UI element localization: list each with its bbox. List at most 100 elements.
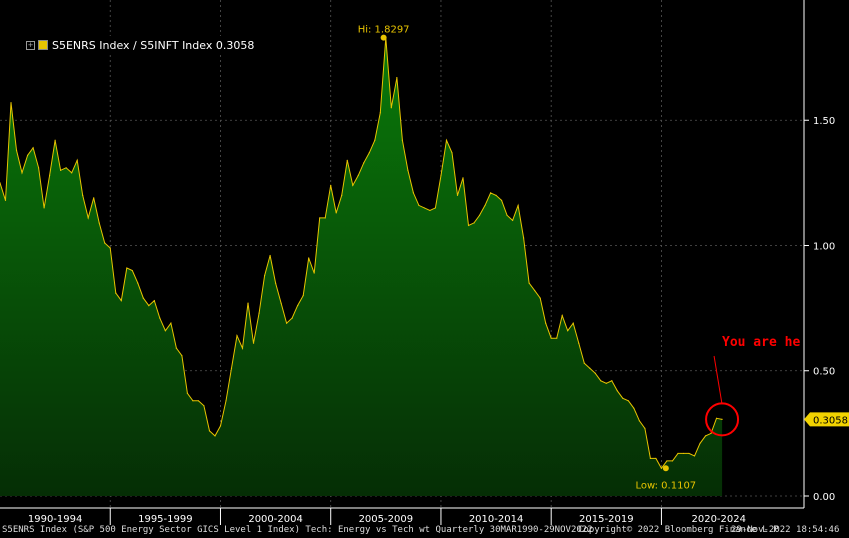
data-point xyxy=(583,362,585,364)
x-tick-label: 1990-1994 xyxy=(28,514,83,525)
data-point xyxy=(512,219,514,222)
series-area-fill xyxy=(0,37,723,496)
data-point xyxy=(572,322,574,324)
data-point xyxy=(324,217,326,219)
data-point xyxy=(335,212,337,214)
last-value-label: 0.3058 xyxy=(813,415,848,426)
data-point xyxy=(291,317,293,319)
data-point xyxy=(550,337,552,339)
data-point xyxy=(0,182,1,184)
data-point xyxy=(379,112,381,114)
legend-swatch-icon xyxy=(38,40,48,50)
callout-text: You are he xyxy=(722,335,800,350)
data-point xyxy=(203,405,205,407)
data-point xyxy=(539,297,541,299)
data-point xyxy=(181,355,183,357)
data-point xyxy=(352,184,354,186)
data-point xyxy=(627,400,629,402)
data-point xyxy=(104,242,106,244)
data-point xyxy=(600,380,602,382)
data-point xyxy=(341,194,343,196)
low-marker xyxy=(662,465,669,472)
y-tick-label: 1.50 xyxy=(813,116,835,127)
annotations: Hi: 1.8297 Low: 0.1107 0.3058 You are he xyxy=(358,25,849,491)
data-point xyxy=(115,292,117,294)
data-point xyxy=(76,159,78,161)
high-label: Hi: 1.8297 xyxy=(358,25,410,36)
last-value-tag xyxy=(804,412,849,427)
data-point xyxy=(374,139,376,141)
data-point xyxy=(660,467,663,469)
data-point xyxy=(396,77,398,79)
data-point xyxy=(120,300,122,302)
data-point xyxy=(313,272,315,274)
data-point xyxy=(649,457,652,460)
data-point xyxy=(65,167,67,169)
data-point xyxy=(677,452,679,455)
data-point xyxy=(440,174,442,176)
data-point xyxy=(131,269,133,272)
data-point xyxy=(611,380,613,382)
data-point xyxy=(137,282,139,284)
data-point xyxy=(693,455,696,457)
data-point xyxy=(280,302,282,304)
data-point xyxy=(269,254,271,257)
data-point xyxy=(633,407,635,409)
data-point xyxy=(82,194,84,196)
x-tick-label: 2010-2014 xyxy=(469,514,524,525)
x-axis: 1990-1994 1995-1999 2000-2004 2005-2009 2010… xyxy=(0,507,804,525)
data-point xyxy=(429,209,431,212)
data-point xyxy=(495,194,497,196)
data-point xyxy=(561,315,563,317)
data-point xyxy=(346,159,348,161)
data-point xyxy=(10,102,12,104)
data-point xyxy=(241,347,244,349)
data-point xyxy=(297,305,299,307)
data-point xyxy=(434,207,437,209)
data-point xyxy=(26,154,29,156)
data-point xyxy=(363,162,365,164)
data-point xyxy=(473,222,475,224)
data-point xyxy=(258,312,260,314)
data-point xyxy=(445,139,448,141)
data-point xyxy=(528,282,530,284)
x-tick-label: 2000-2004 xyxy=(248,514,303,525)
data-point xyxy=(710,432,712,434)
data-point xyxy=(594,372,596,374)
legend[interactable]: + S5ENRS Index / S5INFT Index 0.3058 xyxy=(22,36,259,54)
data-point xyxy=(423,207,426,209)
data-point xyxy=(192,400,194,402)
data-point xyxy=(489,192,492,194)
data-point xyxy=(655,457,657,460)
data-point xyxy=(225,400,227,402)
data-point xyxy=(263,274,266,277)
legend-toggle-icon[interactable]: + xyxy=(26,40,35,50)
data-point xyxy=(109,247,111,249)
data-points xyxy=(0,37,723,469)
data-point xyxy=(484,204,486,207)
data-point xyxy=(478,214,481,217)
data-point xyxy=(671,460,674,462)
y-tick-label: 0.50 xyxy=(813,367,835,378)
data-point xyxy=(208,430,211,432)
data-point xyxy=(462,177,464,179)
data-point xyxy=(721,418,723,420)
y-axis: 0.00 0.50 1.00 1.50 xyxy=(803,0,835,508)
data-point xyxy=(715,417,718,419)
data-point xyxy=(32,147,34,149)
data-point xyxy=(164,330,166,332)
data-point xyxy=(175,347,177,349)
data-point xyxy=(330,184,332,186)
data-point xyxy=(616,390,618,392)
data-point xyxy=(142,297,144,299)
data-point xyxy=(517,204,519,207)
legend-value: 0.3058 xyxy=(215,38,255,52)
data-point xyxy=(467,224,470,227)
x-tick-label: 1995-1999 xyxy=(138,514,193,525)
data-point xyxy=(54,139,56,141)
data-point xyxy=(622,397,624,399)
data-point xyxy=(4,199,7,202)
low-label: Low: 0.1107 xyxy=(635,480,696,491)
data-point xyxy=(682,452,685,455)
data-point xyxy=(638,420,640,422)
